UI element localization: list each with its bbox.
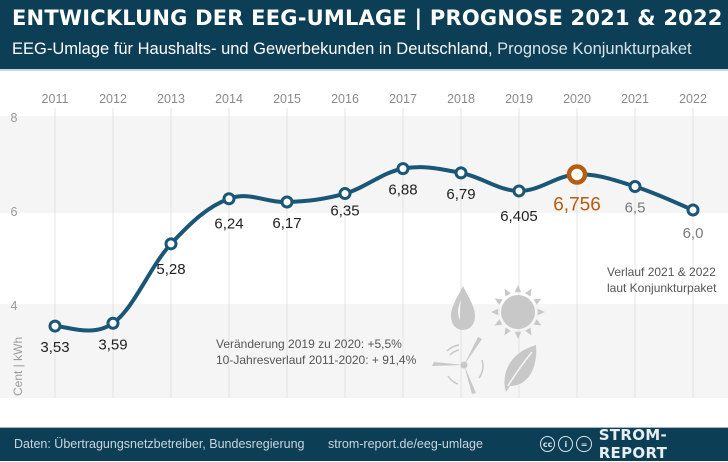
data-point-2016 xyxy=(338,187,352,201)
x-tick-labels: 2011 2012 2013 2014 2015 2016 2017 2018 2019 2020… xyxy=(42,92,707,106)
data-point-2018 xyxy=(454,166,468,180)
data-label-2013: 5,28 xyxy=(156,261,185,278)
x-tick-2019: 2019 xyxy=(505,92,533,106)
data-label-2019: 6,405 xyxy=(500,208,538,225)
water-drop-icon xyxy=(451,286,475,330)
annotation-10-year: 10-Jahresverlauf 2011-2020: + 91,4% xyxy=(216,353,417,367)
sun-ray xyxy=(525,327,532,336)
x-tick-2012: 2012 xyxy=(99,92,127,106)
background-bands xyxy=(0,116,728,398)
sun-ray xyxy=(491,308,499,316)
sun-ray xyxy=(533,319,542,326)
data-source: Daten: Übertragungsnetzbetreiber, Bundes… xyxy=(14,437,305,451)
sun-ray xyxy=(514,331,522,339)
data-point-2015 xyxy=(280,195,294,209)
annotations: Veränderung 2019 zu 2020: +5,5% 10-Jahre… xyxy=(216,265,717,367)
band-2-4 xyxy=(0,304,728,398)
data-label-2021: 6,5 xyxy=(625,200,646,217)
data-label-2015: 6,17 xyxy=(272,215,301,232)
y-tick-4: 4 xyxy=(11,299,18,313)
data-point-2011 xyxy=(48,319,62,333)
data-points xyxy=(48,162,700,333)
data-labels: 3,53 3,59 5,28 6,24 6,17 6,35 6,88 6,79 6,405 6,7… xyxy=(40,182,703,356)
data-point-2012 xyxy=(106,316,120,330)
x-tick-2022: 2022 xyxy=(679,92,707,106)
subtitle-forecast: Prognose Konjunkturpaket xyxy=(492,40,692,58)
subtitle-main: EEG-Umlage für Haushalts- und Gewerbekun… xyxy=(12,40,493,58)
annotation-change-2019-2020: Veränderung 2019 zu 2020: +5,5% xyxy=(216,337,402,351)
data-point-2014 xyxy=(222,192,236,206)
data-point-2017 xyxy=(396,162,410,176)
annotation-forecast-2: laut Konjunkturpaket xyxy=(607,281,717,295)
sun-ray xyxy=(494,298,503,305)
sun-ray xyxy=(504,327,511,336)
x-tick-2014: 2014 xyxy=(215,92,243,106)
x-tick-2020: 2020 xyxy=(563,92,591,106)
chart-title: ENTWICKLUNG DER EEG-UMLAGE | PROGNOSE 20… xyxy=(12,6,723,30)
annotation-forecast-1: Verlauf 2021 & 2022 xyxy=(607,265,716,279)
brand: cc i = STROM-REPORT xyxy=(540,426,728,462)
brand-name: STROM-REPORT xyxy=(598,426,668,462)
data-label-2014: 6,24 xyxy=(214,216,243,233)
band-6-8 xyxy=(0,116,728,213)
sun-ray xyxy=(537,308,545,316)
data-label-2016: 6,35 xyxy=(330,203,359,220)
sun-icon xyxy=(491,285,545,339)
y-tick-labels: 8 6 4 xyxy=(11,111,18,313)
footer-bar: Daten: Übertragungsnetzbetreiber, Bundes… xyxy=(0,426,728,462)
leaf-vein xyxy=(507,351,533,387)
sun-ray xyxy=(514,285,522,293)
data-point-2019 xyxy=(512,184,526,198)
x-tick-2021: 2021 xyxy=(621,92,649,106)
water-drop-highlight xyxy=(458,300,461,320)
x-tick-2015: 2015 xyxy=(273,92,301,106)
x-tick-2013: 2013 xyxy=(157,92,185,106)
data-point-2020 xyxy=(566,164,588,185)
data-point-2013 xyxy=(164,237,178,251)
data-label-2022: 6,0 xyxy=(683,225,704,242)
cc-icon: cc xyxy=(540,436,556,452)
x-tick-2016: 2016 xyxy=(331,92,359,106)
chart-subtitle: EEG-Umlage für Haushalts- und Gewerbekun… xyxy=(12,40,692,59)
data-label-2012: 3,59 xyxy=(98,336,127,353)
header-banner: ENTWICKLUNG DER EEG-UMLAGE | PROGNOSE 20… xyxy=(0,0,728,71)
y-axis-label: Cent | kWh xyxy=(11,337,25,396)
x-tick-2017: 2017 xyxy=(389,92,417,106)
data-label-2011: 3,53 xyxy=(40,339,69,356)
vertical-gridlines xyxy=(54,108,694,398)
by-icon: i xyxy=(558,436,574,452)
data-label-2020: 6,756 xyxy=(553,194,601,215)
renewable-icons xyxy=(432,285,545,394)
data-label-2018: 6,79 xyxy=(446,186,475,203)
y-tick-6: 6 xyxy=(11,205,18,219)
data-point-2021 xyxy=(628,180,642,193)
sun-ray xyxy=(494,319,503,326)
x-tick-2018: 2018 xyxy=(447,92,475,106)
y-tick-8: 8 xyxy=(11,111,18,125)
source-link[interactable]: strom-report.de/eeg-umlage xyxy=(328,437,483,451)
x-tick-2011: 2011 xyxy=(42,92,69,106)
data-point-2022 xyxy=(686,203,700,217)
nd-icon: = xyxy=(576,436,592,452)
data-label-2017: 6,88 xyxy=(388,182,417,199)
sun-ray xyxy=(525,288,532,297)
sun-ray xyxy=(504,288,511,297)
sun-ray xyxy=(533,298,542,305)
wind-turbine-icon xyxy=(432,337,484,394)
